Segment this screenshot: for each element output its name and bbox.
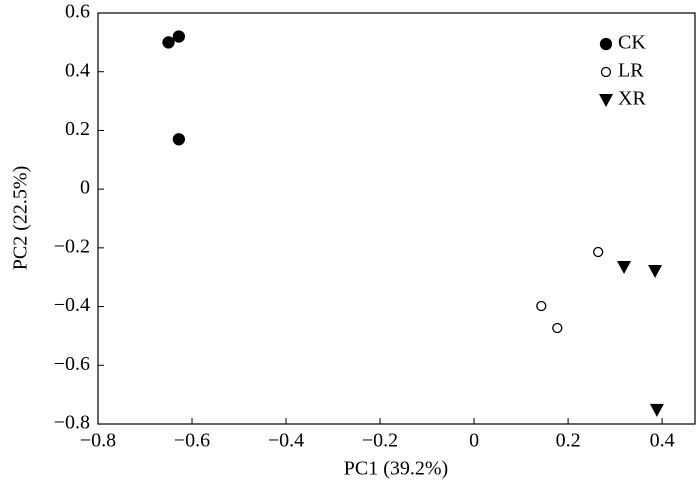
plot-frame (97, 12, 696, 425)
y-tick-label: −0.2 (54, 235, 90, 257)
y-axis-label: PC2 (22.5%) (10, 166, 32, 270)
y-tick-label: −0.6 (54, 353, 90, 375)
y-tick-label: −0.8 (54, 412, 90, 434)
legend-label: CK (618, 32, 646, 54)
y-tick-label: 0 (80, 177, 90, 199)
point (617, 260, 632, 274)
legend-marker (599, 94, 613, 107)
point (648, 265, 663, 279)
y-tick-label: 0.6 (65, 1, 90, 23)
x-tick-label: 0.4 (650, 430, 675, 452)
legend-marker (600, 66, 612, 78)
x-tick-label: 0.2 (556, 430, 581, 452)
point (172, 30, 186, 43)
x-tick-label: −0.4 (268, 430, 304, 452)
x-tick-label: −0.6 (174, 430, 210, 452)
legend-label: LR (618, 60, 644, 82)
point (162, 36, 175, 49)
point (536, 300, 547, 312)
x-tick-label: −0.2 (362, 430, 398, 452)
legend-marker (599, 37, 613, 51)
point (593, 246, 604, 258)
x-axis-label: PC1 (39.2%) (344, 458, 448, 480)
x-tick-label: −0.8 (80, 430, 116, 452)
point (172, 133, 186, 146)
y-tick-label: 0.2 (65, 118, 90, 140)
point (552, 322, 563, 334)
point (649, 403, 664, 417)
y-tick-label: −0.4 (54, 294, 90, 316)
legend-label: XR (618, 88, 646, 110)
y-tick-label: 0.4 (65, 59, 90, 81)
x-tick-label: 0 (469, 430, 479, 452)
